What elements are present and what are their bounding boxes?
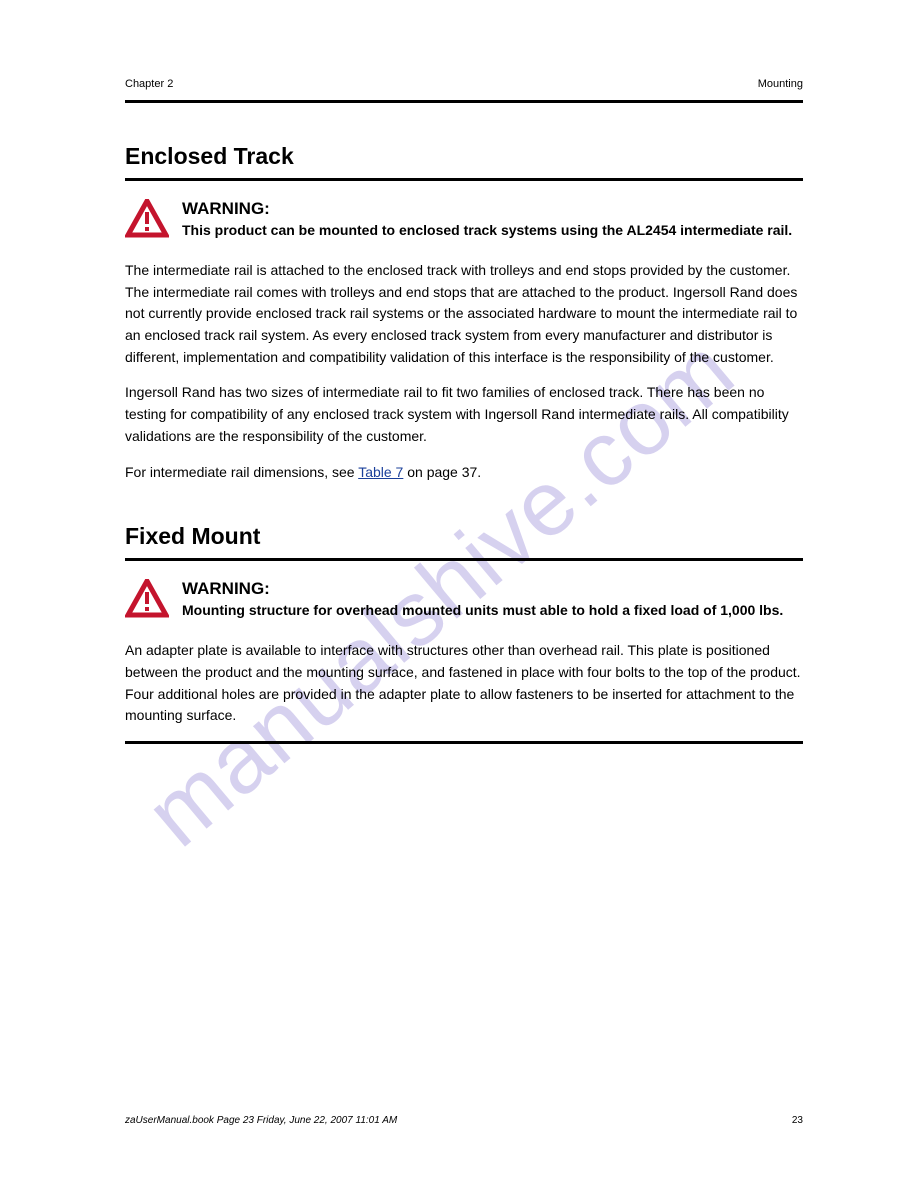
section-divider	[125, 178, 803, 181]
section-title-enclosed-track: Enclosed Track	[125, 143, 803, 170]
warning-label: WARNING:	[182, 579, 803, 599]
warning-desc-line: Mounting structure for overhead mounted …	[182, 602, 585, 618]
header-bar: Chapter 2 Mounting	[125, 78, 803, 90]
xref-link[interactable]: Table 7	[358, 464, 403, 480]
header-chapter: Chapter 2	[125, 78, 173, 90]
warning-text: WARNING: Mounting structure for overhead…	[182, 579, 803, 621]
page-content: Chapter 2 Mounting Enclosed Track WARNIN…	[0, 0, 918, 744]
warning-description: Mounting structure for overhead mounted …	[182, 601, 803, 621]
xref-suffix: on page 37.	[403, 464, 481, 480]
header-title: Mounting	[758, 78, 803, 90]
body-paragraph-xref: For intermediate rail dimensions, see Ta…	[125, 462, 803, 484]
warning-label: WARNING:	[182, 199, 803, 219]
warning-description: This product can be mounted to enclosed …	[182, 221, 803, 241]
xref-prefix: For intermediate rail dimensions, see	[125, 464, 358, 480]
warning-block: WARNING: This product can be mounted to …	[125, 199, 803, 244]
section-divider	[125, 558, 803, 561]
page-footer: zaUserManual.book Page 23 Friday, June 2…	[125, 1115, 803, 1126]
warning-desc-line: hold a fixed load of 1,000 lbs.	[589, 602, 784, 618]
warning-icon	[125, 199, 169, 244]
section-divider-end	[125, 741, 803, 744]
body-paragraph: The intermediate rail is attached to the…	[125, 260, 803, 368]
body-paragraph: Ingersoll Rand has two sizes of intermed…	[125, 382, 803, 447]
footer-page-number: 23	[792, 1115, 803, 1126]
body-paragraph: An adapter plate is available to interfa…	[125, 640, 803, 727]
warning-text: WARNING: This product can be mounted to …	[182, 199, 803, 241]
footer-left: zaUserManual.book Page 23 Friday, June 2…	[125, 1115, 397, 1126]
header-divider	[125, 100, 803, 103]
warning-icon	[125, 579, 169, 624]
section-title-fixed-mount: Fixed Mount	[125, 523, 803, 550]
warning-block: WARNING: Mounting structure for overhead…	[125, 579, 803, 624]
warning-desc-line: the AL2454 intermediate rail.	[602, 222, 792, 238]
warning-desc-line: This product can be mounted to enclosed …	[182, 222, 598, 238]
